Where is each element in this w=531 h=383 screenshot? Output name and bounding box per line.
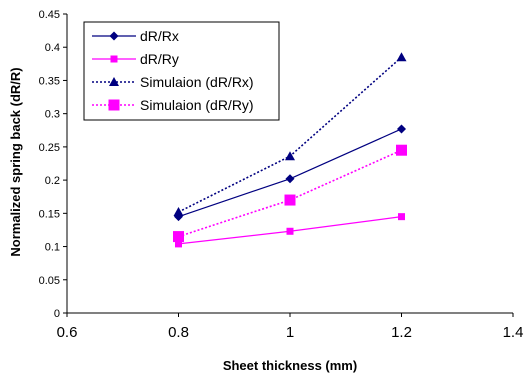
x-tick-label: 1.4 (503, 324, 524, 341)
y-tick-label: 0.35 (39, 75, 60, 87)
x-tick-label: 1 (286, 324, 294, 341)
data-point (396, 52, 407, 62)
series-1 (174, 124, 406, 222)
series-layer (173, 52, 407, 248)
series-4 (173, 144, 407, 243)
data-point (285, 174, 295, 184)
data-point (397, 124, 406, 134)
series-3 (173, 52, 407, 217)
y-tick-label: 0.1 (45, 242, 60, 254)
axes: 0 0.05 0.1 0.15 0.2 0.25 0.3 0.35 0.4 0.45 0.6 0.8 1… (39, 9, 524, 341)
legend-swatch-marker (108, 99, 120, 111)
y-tick-label: 0.3 (45, 109, 60, 121)
y-tick-label: 0.4 (45, 42, 60, 54)
y-tick-label: 0.2 (45, 175, 60, 187)
legend-label: dR/Rx (140, 28, 179, 44)
legend: dR/Rx dR/Ry Simulaion (dR/Rx) Simulaion (dR… (83, 21, 280, 121)
data-point (398, 213, 405, 221)
x-tick-label: 0.6 (57, 324, 78, 341)
legend-swatch-marker (109, 77, 119, 86)
data-point (173, 207, 184, 217)
series-2 (175, 213, 405, 248)
legend-label: Simulaion (dR/Ry) (140, 97, 254, 113)
legend-label: dR/Ry (140, 51, 179, 67)
x-tick-label: 1.2 (391, 324, 412, 341)
legend-swatch-marker (110, 55, 118, 63)
y-tick-label: 0.05 (39, 275, 60, 287)
data-point (284, 194, 296, 206)
data-point (285, 151, 295, 161)
legend-label: Simulaion (dR/Rx) (140, 74, 254, 90)
x-tick-label: 0.8 (168, 324, 189, 341)
y-tick-label: 0.45 (39, 9, 60, 21)
y-tick-label: 0.15 (39, 208, 60, 220)
data-point (175, 240, 182, 248)
y-axis-title: Normalized spring back (dR/R) (8, 67, 23, 256)
x-axis-title: Sheet thickness (mm) (223, 358, 357, 373)
data-point (286, 227, 294, 235)
y-tick-label: 0.25 (39, 142, 60, 154)
series-line (178, 149, 402, 238)
legend-swatch-marker (109, 31, 119, 41)
data-point (173, 231, 184, 243)
y-tick-label: 0 (54, 308, 60, 320)
data-point (396, 144, 407, 156)
